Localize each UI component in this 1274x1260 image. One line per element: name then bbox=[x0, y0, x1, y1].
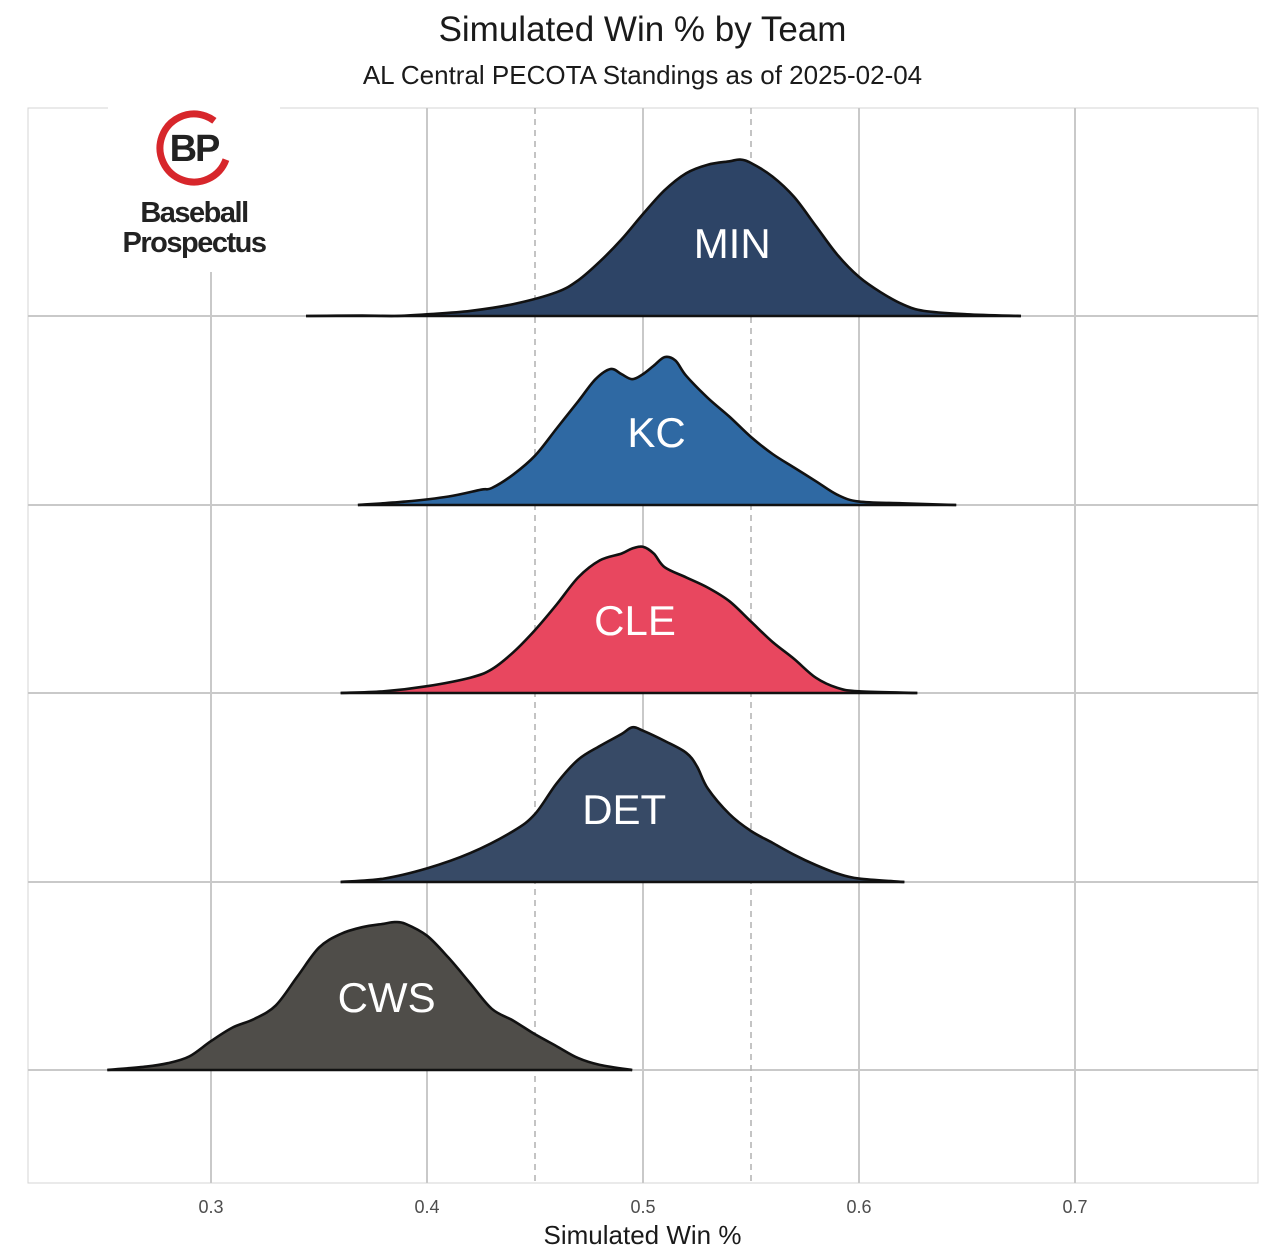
ridge-outline bbox=[305, 158, 1022, 318]
x-axis-ticks: 0.3 0.4 0.5 0.6 0.7 bbox=[198, 1197, 1087, 1217]
ridge-kc: KC bbox=[357, 355, 957, 507]
x-tick-label: 0.4 bbox=[414, 1197, 439, 1217]
ridge-fill bbox=[357, 356, 957, 505]
series-label: CWS bbox=[338, 974, 436, 1021]
ridge-outline bbox=[340, 545, 918, 695]
ridge-cle: CLE bbox=[340, 545, 918, 695]
ridge-cws: CWS bbox=[107, 920, 633, 1072]
chart-subtitle: AL Central PECOTA Standings as of 2025-0… bbox=[362, 60, 923, 90]
bp-logo-wordmark: Baseball Prospectus bbox=[108, 198, 280, 258]
ridge-det: DET bbox=[340, 725, 905, 884]
ridge-outline bbox=[107, 920, 633, 1072]
series-label: DET bbox=[582, 786, 666, 833]
x-tick-label: 0.3 bbox=[198, 1197, 223, 1217]
x-tick-label: 0.6 bbox=[846, 1197, 871, 1217]
ridge-outline bbox=[357, 355, 957, 507]
ridge-min: MIN bbox=[305, 158, 1022, 318]
bp-logo-line2: Prospectus bbox=[122, 227, 267, 259]
x-axis-label: Simulated Win % bbox=[543, 1220, 742, 1250]
ridges: MIN KC CLE DET CWS bbox=[107, 158, 1022, 1072]
bp-logo-initials: BP bbox=[170, 128, 220, 170]
bp-logo-line1: Baseball bbox=[140, 197, 249, 229]
ridge-fill bbox=[107, 922, 633, 1070]
series-label: CLE bbox=[594, 597, 676, 644]
ridge-fill bbox=[340, 546, 918, 693]
ridge-outline bbox=[340, 725, 905, 884]
ridge-fill bbox=[340, 727, 905, 882]
baseball-prospectus-logo: BP Baseball Prospectus bbox=[108, 100, 280, 272]
chart-title: Simulated Win % by Team bbox=[438, 10, 847, 49]
series-label: KC bbox=[627, 409, 685, 456]
ridge-fill bbox=[306, 159, 1021, 317]
x-tick-label: 0.7 bbox=[1062, 1197, 1087, 1217]
series-label: MIN bbox=[694, 220, 771, 267]
x-tick-label: 0.5 bbox=[630, 1197, 655, 1217]
bp-logo-mark: BP bbox=[156, 110, 232, 186]
